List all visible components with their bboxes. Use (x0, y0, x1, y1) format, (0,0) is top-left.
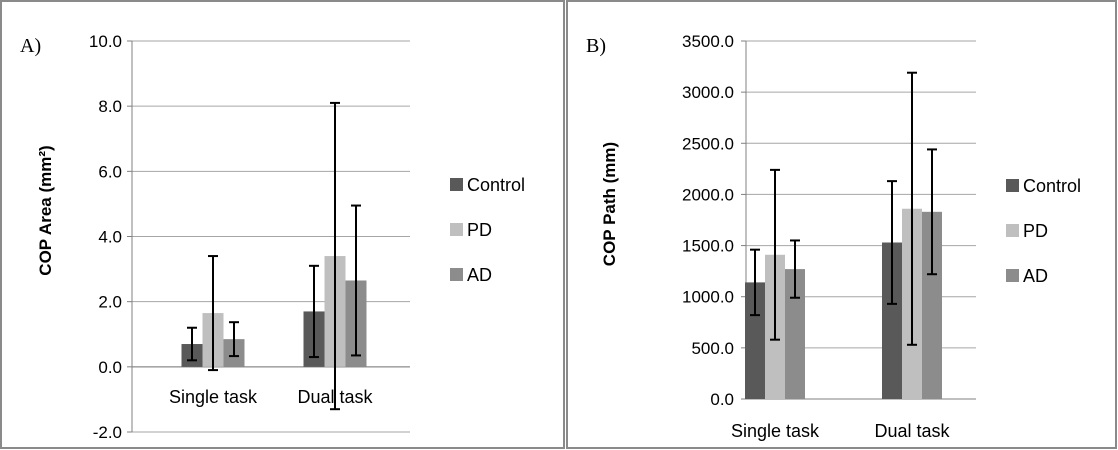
y-tick-label: 3000.0 (682, 83, 734, 102)
y-tick-label: 1500.0 (682, 237, 734, 256)
y-tick-label: 0.0 (710, 390, 734, 409)
y-tick-label: 500.0 (691, 339, 734, 358)
bar-control-dual (882, 242, 902, 399)
category-label: Dual task (874, 421, 950, 441)
category-label: Dual task (297, 387, 373, 407)
legend-swatch (1006, 179, 1019, 192)
chart-a-svg: A) 10.0 8.0 6.0 4.0 2.0 0.0 -2.0 COP Area (mm²) S… (0, 0, 565, 449)
legend-swatch (450, 268, 463, 281)
legend-label: Control (1023, 176, 1081, 196)
y-tick-label: 2500.0 (682, 134, 734, 153)
panel-label: A) (20, 35, 41, 57)
y-tick-label: 6.0 (98, 162, 122, 181)
category-label: Single task (731, 421, 820, 441)
category-label: Single task (169, 387, 258, 407)
bar-ad-single (785, 269, 805, 399)
y-tick-label: 4.0 (98, 228, 122, 247)
chart-b-svg: B) 3500.0 3000.0 2500.0 2000.0 1500.0 1000.0 50… (566, 0, 1117, 449)
panel-frame (0, 0, 565, 449)
y-tick-label: 0.0 (98, 358, 122, 377)
legend-label: PD (1023, 221, 1048, 241)
legend-swatch (450, 223, 463, 236)
legend-label: AD (1023, 266, 1048, 286)
chart-panel-b: B) 3500.0 3000.0 2500.0 2000.0 1500.0 1000.0 50… (566, 0, 1118, 450)
y-tick-label: 2.0 (98, 293, 122, 312)
bar-control-single (745, 282, 765, 399)
panel-frame (566, 0, 1117, 449)
legend-swatch (450, 178, 463, 191)
y-tick-label: 8.0 (98, 97, 122, 116)
y-tick-label: 2000.0 (682, 185, 734, 204)
legend-label: AD (467, 265, 492, 285)
y-axis-label: COP Area (mm²) (36, 145, 55, 275)
y-tick-label: -2.0 (93, 423, 122, 442)
chart-panel-a: A) 10.0 8.0 6.0 4.0 2.0 0.0 -2.0 COP Area (mm²) S… (0, 0, 565, 449)
legend-label: PD (467, 220, 492, 240)
legend-label: Control (467, 175, 525, 195)
y-tick-label: 3500.0 (682, 32, 734, 51)
legend-swatch (1006, 269, 1019, 282)
y-axis-label: COP Path (mm) (600, 142, 619, 266)
legend-swatch (1006, 224, 1019, 237)
y-tick-label: 1000.0 (682, 288, 734, 307)
panel-label: B) (586, 35, 606, 57)
y-tick-label: 10.0 (89, 32, 122, 51)
bar-ad-dual (922, 211, 942, 399)
